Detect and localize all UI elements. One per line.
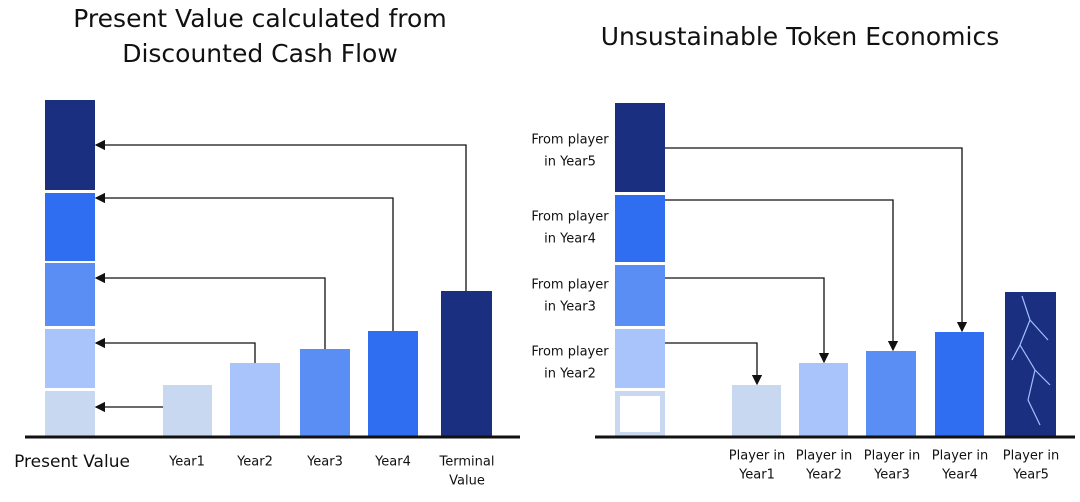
arrow	[665, 199, 899, 352]
bar	[866, 351, 916, 437]
bar	[799, 363, 848, 437]
label: Year3	[873, 468, 910, 483]
left-diagram: Present Value calculated from Discounted…	[14, 4, 520, 489]
arrow	[94, 272, 326, 349]
segment	[615, 103, 665, 192]
label: Year5	[1012, 468, 1049, 483]
label: Year2	[805, 468, 842, 483]
title: Discounted Cash Flow	[122, 39, 398, 68]
segment	[45, 391, 95, 437]
label: Terminal	[439, 455, 495, 470]
arrow	[665, 277, 830, 364]
segment	[45, 100, 95, 190]
bar	[300, 349, 350, 437]
arrow	[94, 337, 256, 363]
bar	[368, 331, 418, 437]
side-label: From player	[531, 210, 609, 225]
label: Player in	[796, 449, 852, 464]
label: Year3	[306, 455, 343, 470]
label: Year1	[738, 468, 775, 483]
label: Year4	[941, 468, 978, 483]
label: Year2	[236, 455, 273, 470]
right-diagram: Unsustainable Token Economics From playe…	[531, 22, 1075, 483]
title: Present Value calculated from	[73, 4, 446, 33]
label: Player in	[932, 449, 988, 464]
side-label: From player	[531, 278, 609, 293]
crack	[1011, 295, 1051, 426]
side-label: in Year4	[544, 232, 596, 247]
segment	[615, 329, 665, 388]
segment	[45, 329, 95, 388]
label: Player in	[1003, 449, 1059, 464]
label: Year1	[168, 455, 205, 470]
arrow	[94, 139, 467, 291]
empty-segment	[620, 396, 660, 432]
side-label: in Year5	[544, 155, 596, 170]
bar	[441, 291, 492, 437]
arrow	[665, 147, 968, 333]
label: Present Value	[14, 452, 130, 472]
arrow	[94, 192, 394, 331]
bar	[163, 385, 212, 437]
side-label: in Year2	[544, 367, 596, 382]
bar	[732, 385, 781, 437]
bar	[230, 363, 280, 437]
label: Player in	[729, 449, 785, 464]
segment	[45, 263, 95, 326]
side-label: From player	[531, 345, 609, 360]
segment	[615, 265, 665, 326]
bar	[935, 332, 984, 437]
segment	[45, 193, 95, 261]
title: Unsustainable Token Economics	[601, 22, 1000, 51]
label: Player in	[864, 449, 920, 464]
side-label: From player	[531, 133, 609, 148]
label: Value	[449, 474, 485, 489]
segment	[615, 195, 665, 262]
cracked-bar	[1005, 292, 1056, 437]
side-label: in Year3	[544, 300, 596, 315]
arrow	[665, 342, 763, 386]
label: Year4	[374, 455, 411, 470]
